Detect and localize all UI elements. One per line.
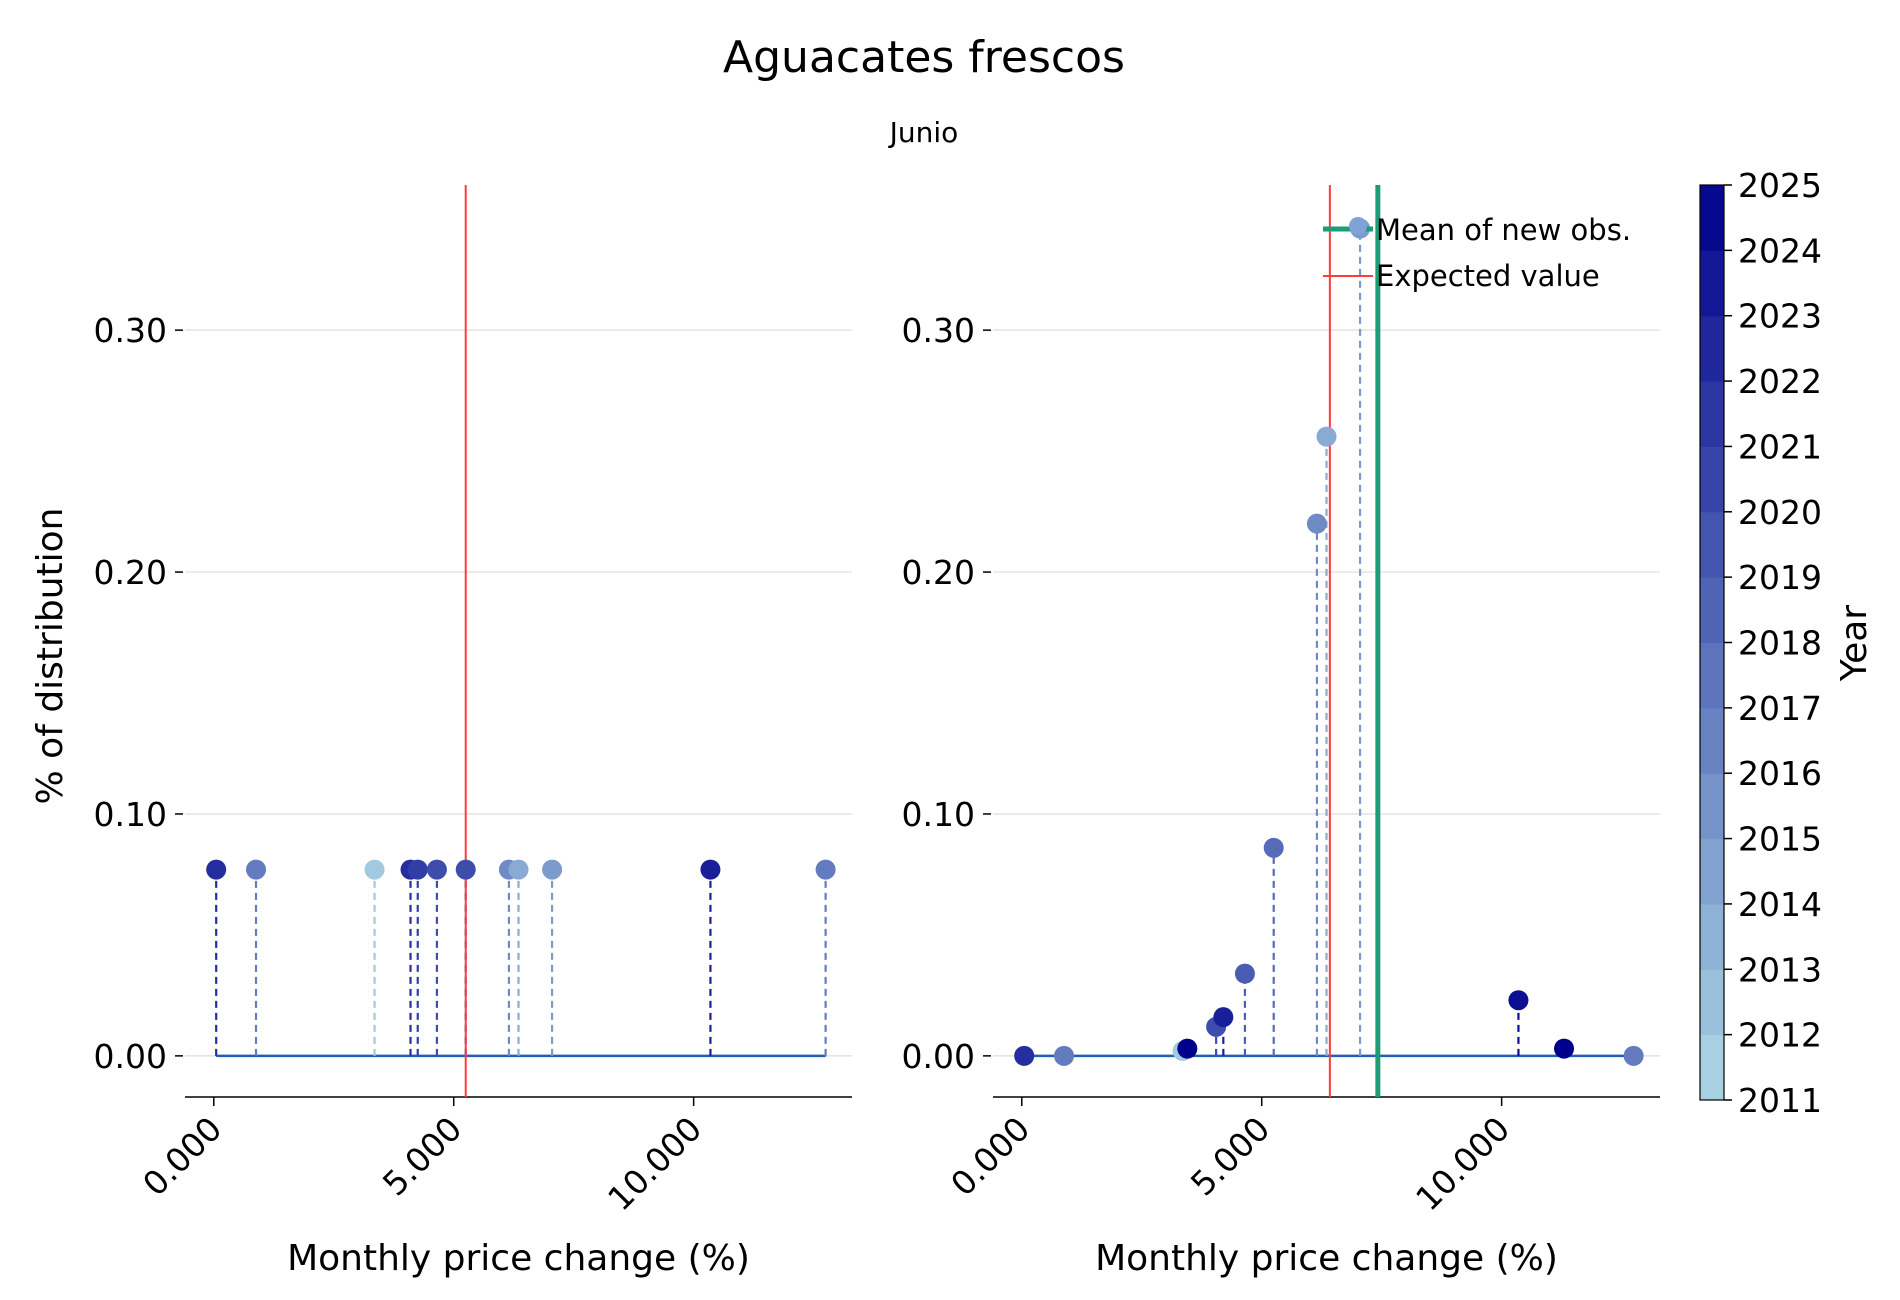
data-point: [1554, 1038, 1575, 1059]
data-point: [1316, 426, 1337, 447]
colorbar-tick-label: 2025: [1738, 166, 1822, 205]
colorbar-segment: [1700, 642, 1724, 709]
colorbar-segment: [1700, 250, 1724, 317]
data-point: [407, 859, 428, 880]
colorbar-segment: [1700, 315, 1724, 382]
data-point: [1177, 1038, 1198, 1059]
chart-subtitle: Junio: [888, 116, 959, 149]
colorbar-segment: [1700, 511, 1724, 578]
y-axis-label: % of distribution: [30, 508, 71, 805]
data-point: [364, 859, 385, 880]
colorbar-tick-label: 2016: [1738, 754, 1822, 793]
y-tick-label: 0.10: [94, 795, 167, 834]
data-point: [1054, 1045, 1075, 1066]
x-tick-label: 0.000: [943, 1109, 1037, 1203]
legend-marker-swatch: [1349, 217, 1367, 235]
colorbar-tick-label: 2011: [1738, 1081, 1822, 1120]
colorbar-segment: [1700, 1034, 1724, 1101]
colorbar-tick-label: 2017: [1738, 689, 1822, 728]
colorbar-tick-label: 2021: [1738, 427, 1822, 466]
data-point: [426, 859, 447, 880]
colorbar-segment: [1700, 773, 1724, 840]
data-point: [508, 859, 529, 880]
chart-title: Aguacates frescos: [723, 32, 1125, 83]
data-point: [1213, 1007, 1234, 1028]
colorbar-segment: [1700, 185, 1724, 251]
colorbar-tick-label: 2014: [1738, 885, 1822, 924]
x-axis-label: Monthly price change (%): [1095, 1238, 1558, 1279]
x-tick-label: 5.000: [375, 1109, 469, 1203]
colorbar-tick-label: 2023: [1738, 297, 1822, 336]
colorbar: 2011 2012 2013 2014 2015 2016 2017 2018 2019 2020…: [1699, 166, 1822, 1120]
data-point: [1014, 1045, 1035, 1066]
y-tick-label: 0.10: [902, 795, 975, 834]
y-tick-label: 0.30: [94, 311, 167, 350]
colorbar-tick-label: 2015: [1738, 820, 1822, 859]
data-point: [1623, 1045, 1644, 1066]
y-tick-label: 0.30: [902, 311, 975, 350]
data-point: [1508, 990, 1529, 1011]
x-tick-label: 10.000: [1408, 1109, 1517, 1218]
legend-new-mean-label: Mean of new obs.: [1376, 213, 1631, 247]
x-axis-label: Monthly price change (%): [287, 1238, 750, 1279]
left-panel: 0.00 0.10 0.20 0.30 0.000 5.000 10.000 Monthly …: [30, 185, 852, 1279]
data-point: [455, 859, 476, 880]
legend-expected-label: Expected value: [1376, 259, 1600, 293]
colorbar-tick-label: 2018: [1738, 624, 1822, 663]
colorbar-segment: [1700, 903, 1724, 970]
colorbar-segment: [1700, 446, 1724, 513]
data-point: [206, 859, 227, 880]
colorbar-segment: [1700, 838, 1724, 905]
colorbar-segment: [1700, 381, 1724, 447]
colorbar-tick-label: 2022: [1738, 362, 1822, 401]
x-tick-label: 0.000: [135, 1109, 229, 1203]
data-point: [815, 859, 836, 880]
data-point: [1234, 963, 1255, 984]
y-tick-label: 0.00: [902, 1037, 975, 1076]
data-point: [542, 859, 563, 880]
y-tick-label: 0.20: [94, 553, 167, 592]
colorbar-segment: [1700, 707, 1724, 774]
colorbar-segment: [1700, 969, 1724, 1036]
colorbar-tick-label: 2013: [1738, 950, 1822, 989]
colorbar-label: Year: [1834, 605, 1875, 682]
legend: Mean of new obs. Expected value: [1323, 213, 1631, 293]
colorbar-tick-label: 2019: [1738, 558, 1822, 597]
data-point: [1263, 837, 1284, 858]
data-point: [1306, 513, 1327, 534]
x-tick-label: 10.000: [600, 1109, 709, 1218]
right-panel: 0.00 0.10 0.20 0.30 0.000 5.000 10.000 Monthly …: [902, 185, 1660, 1279]
colorbar-tick-label: 2020: [1738, 493, 1822, 532]
data-point: [700, 859, 721, 880]
x-tick-label: 5.000: [1183, 1109, 1277, 1203]
y-tick-label: 0.00: [94, 1037, 167, 1076]
data-point: [246, 859, 267, 880]
colorbar-segment: [1700, 577, 1724, 643]
colorbar-tick-label: 2012: [1738, 1016, 1822, 1055]
colorbar-tick-label: 2024: [1738, 231, 1822, 270]
y-tick-label: 0.20: [902, 553, 975, 592]
